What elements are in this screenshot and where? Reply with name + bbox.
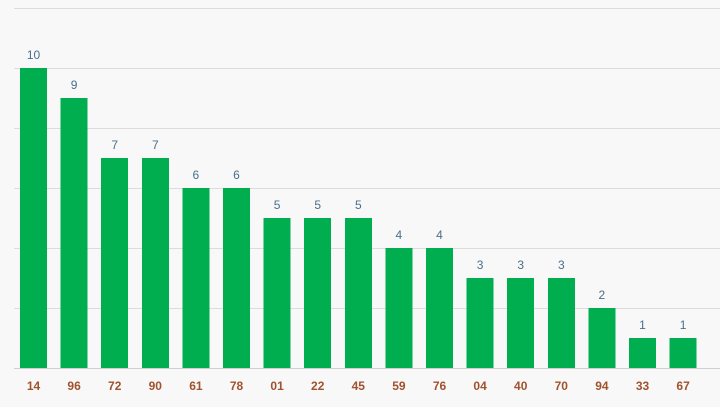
category-label: 40	[514, 379, 528, 393]
category-label: 78	[230, 379, 244, 393]
bar-14[interactable]	[20, 68, 47, 368]
bar-70[interactable]	[547, 278, 575, 368]
value-label: 1	[680, 318, 687, 332]
bar-67[interactable]	[669, 338, 697, 368]
category-label: 76	[433, 379, 447, 393]
bar-94[interactable]	[588, 308, 616, 368]
value-label: 1	[639, 318, 646, 332]
category-label: 96	[67, 379, 81, 393]
category-label: 01	[270, 379, 284, 393]
bar-45[interactable]	[344, 218, 372, 368]
category-label: 70	[555, 379, 569, 393]
category-label: 90	[149, 379, 163, 393]
bar-01[interactable]	[263, 218, 291, 368]
value-label: 5	[274, 198, 281, 212]
value-label: 3	[517, 258, 524, 272]
bar-40[interactable]	[507, 278, 535, 368]
category-label: 72	[108, 379, 122, 393]
bar-76[interactable]	[426, 248, 453, 368]
category-label: 22	[311, 379, 325, 393]
category-label: 33	[636, 379, 650, 393]
category-label: 14	[27, 379, 41, 393]
value-label: 5	[314, 198, 321, 212]
bar-33[interactable]	[629, 338, 656, 368]
value-label: 3	[477, 258, 484, 272]
value-label: 2	[599, 288, 606, 302]
bar-96[interactable]	[60, 98, 88, 368]
bar-59[interactable]	[385, 248, 413, 368]
value-label: 5	[355, 198, 362, 212]
bar-78[interactable]	[223, 188, 250, 368]
value-label: 10	[27, 48, 41, 62]
value-labels: 10 9 7 7 6 6 5 5 5 4 4 3 3 3 2 1 1	[27, 48, 687, 332]
bar-72[interactable]	[101, 158, 129, 368]
value-label: 9	[71, 78, 78, 92]
category-label: 45	[352, 379, 366, 393]
value-label: 4	[436, 228, 443, 242]
bar-90[interactable]	[141, 158, 169, 368]
category-label: 67	[676, 379, 690, 393]
value-label: 6	[233, 168, 240, 182]
category-label: 61	[189, 379, 203, 393]
value-label: 4	[396, 228, 403, 242]
bars	[20, 68, 697, 368]
category-label: 59	[392, 379, 406, 393]
category-label: 04	[473, 379, 487, 393]
category-label: 94	[595, 379, 609, 393]
gridlines	[14, 8, 720, 369]
value-label: 7	[111, 138, 118, 152]
value-label: 6	[193, 168, 200, 182]
bar-61[interactable]	[182, 188, 210, 368]
bar-04[interactable]	[466, 278, 494, 368]
value-label: 3	[558, 258, 565, 272]
category-labels: 14 96 72 90 61 78 01 22 45 59 76 04 40 70 94 33 67	[27, 379, 690, 393]
value-label: 7	[152, 138, 159, 152]
bar-22[interactable]	[304, 218, 332, 368]
